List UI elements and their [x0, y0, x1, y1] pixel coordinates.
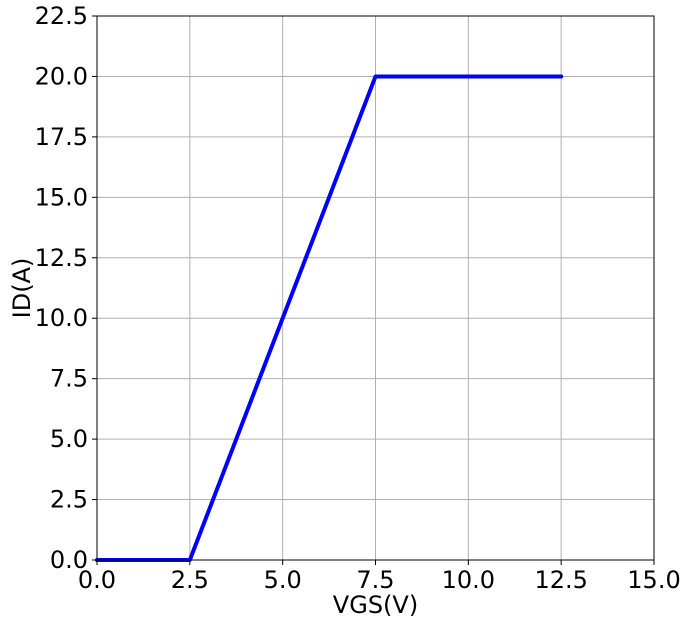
x-axis-label: VGS(V): [333, 591, 418, 619]
y-tick-label-9: 22.5: [35, 2, 88, 30]
x-tick-label-4: 10.0: [442, 566, 495, 594]
y-tick-label-7: 17.5: [35, 123, 88, 151]
y-tick-label-8: 20.0: [35, 62, 88, 90]
y-tick-label-6: 15.0: [35, 183, 88, 211]
y-axis-label: ID(A): [8, 258, 36, 319]
grid: [96, 15, 655, 561]
x-tick-label-1: 2.5: [171, 566, 209, 594]
x-tick-label-6: 15.0: [627, 566, 680, 594]
x-tick-label-0: 0.0: [78, 566, 116, 594]
y-tick-label-2: 5.0: [50, 425, 88, 453]
x-tick-label-3: 7.5: [356, 566, 394, 594]
x-tick-label-5: 12.5: [534, 566, 587, 594]
y-tick-label-5: 12.5: [35, 244, 88, 272]
y-tick-label-3: 7.5: [50, 365, 88, 393]
y-tick-label-1: 2.5: [50, 486, 88, 514]
x-tick-label-2: 5.0: [264, 566, 302, 594]
y-tick-label-0: 0.0: [50, 546, 88, 574]
ticks: 0.0 2.5 5.0 7.5 10.0 12.5 15.0 0.0 2.5 5.0 7.5 10.0…: [35, 2, 681, 594]
y-tick-label-4: 10.0: [35, 304, 88, 332]
